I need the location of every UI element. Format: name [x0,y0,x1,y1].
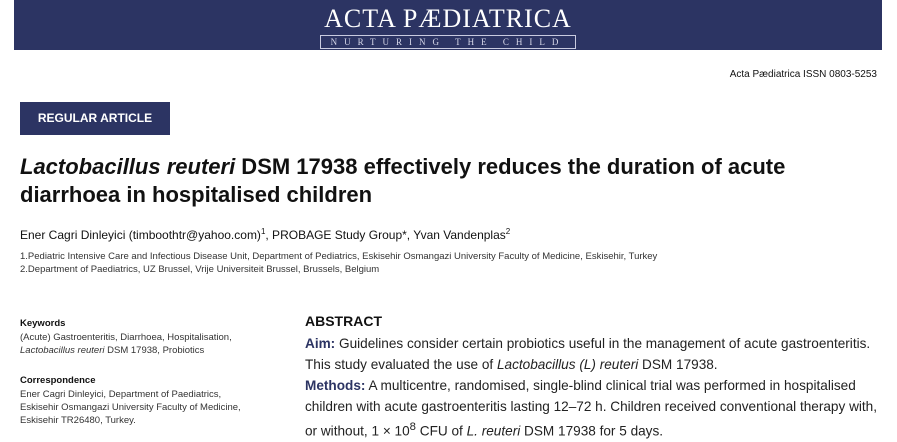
keywords-rest: DSM 17938, Probiotics [104,345,205,356]
affiliations: 1.Pediatric Intensive Care and Infectiou… [20,250,657,276]
aim-italic: Lactobacillus (L) reuteri [496,357,639,372]
author-others: , PROBAGE Study Group*, Yvan Vandenplas [265,228,506,242]
abstract-aim: Aim: Guidelines consider certain probiot… [305,333,885,375]
affiliation-2: 2.Department of Paediatrics, UZ Brussel,… [20,264,380,275]
abstract-body: Aim: Guidelines consider certain probiot… [305,333,885,442]
methods-text-2: CFU of [415,423,467,439]
correspondence-line-1: Ener Cagri Dinleyici, Department of Paed… [20,389,222,400]
author-1-affil: 1 [260,227,266,236]
affiliation-1: 1.Pediatric Intensive Care and Infectiou… [20,251,658,262]
keywords-line-2: Lactobacillus reuteri DSM 17938, Probiot… [20,344,290,357]
author-3-affil: 2 [505,227,511,236]
correspondence-heading: Correspondence [20,375,96,386]
aim-text-1: Guidelines consider certain probiotics u… [305,336,871,372]
journal-tagline: NURTURING THE CHILD [319,35,577,49]
keywords-italic: Lactobacillus reuteri [20,345,105,356]
correspondence-line-3: Eskisehir TR26480, Turkey. [20,415,136,426]
author-1: Ener Cagri Dinleyici (timboothtr@yahoo.c… [20,228,261,242]
journal-banner: ACTA PÆDIATRICA NURTURING THE CHILD [14,0,882,50]
title-rest: DSM 17938 effectively reduces the durati… [20,154,786,207]
keywords-line-1: (Acute) Gastroenteritis, Diarrhoea, Hosp… [20,332,232,343]
aim-label: Aim: [305,336,336,351]
article-type-badge: REGULAR ARTICLE [20,102,170,135]
abstract-methods: Methods: A multicentre, randomised, sing… [305,375,885,442]
aim-text-2: DSM 17938. [638,357,718,372]
journal-name: ACTA PÆDIATRICA [324,4,572,33]
article-title: Lactobacillus reuteri DSM 17938 effectiv… [20,153,880,209]
methods-label: Methods: [305,378,366,393]
methods-exponent: 8 [409,421,416,433]
abstract-heading: ABSTRACT [305,313,382,329]
keywords-text: (Acute) Gastroenteritis, Diarrhoea, Hosp… [20,331,290,357]
keywords-heading: Keywords [20,318,66,329]
correspondence-text: Ener Cagri Dinleyici, Department of Paed… [20,388,290,427]
title-italic: Lactobacillus reuteri [20,154,236,179]
methods-italic: L. reuteri [466,423,521,439]
issn-line: Acta Pædiatrica ISSN 0803-5253 [729,69,877,80]
methods-text-3: DSM 17938 for 5 days. [520,423,664,439]
author-list: Ener Cagri Dinleyici (timboothtr@yahoo.c… [20,227,510,242]
methods-text-1: A multicentre, randomised, single-blind … [305,378,878,439]
correspondence-line-2: Eskisehir Osmangazi University Faculty o… [20,402,241,413]
